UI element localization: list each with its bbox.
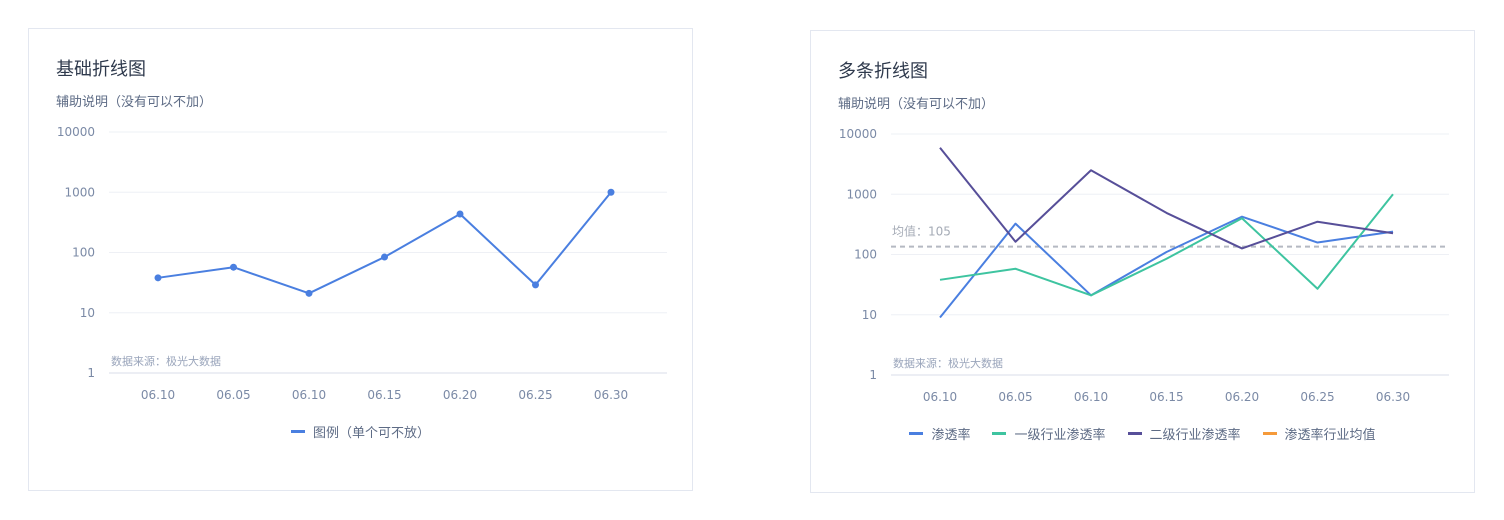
x-tick-label: 06.10 [923,390,957,404]
legend-label: 一级行业渗透率 [1014,428,1106,443]
x-tick-label: 06.15 [367,388,401,402]
chart-legend: 图例（单个可不放） [29,422,692,441]
legend-swatch-icon [1262,432,1277,435]
legend-label: 图例（单个可不放） [312,426,430,441]
x-tick-label: 06.10 [292,388,326,402]
legend-item[interactable]: 渗透率 [909,424,970,443]
y-tick-label: 100 [72,246,95,260]
data-point [532,281,539,289]
chart-plot: 1 10 100 1000 10000 06.10 06.05 06.10 06.15 06.20… [839,127,1449,404]
y-tick-label: 10000 [57,125,95,139]
x-tick-label: 06.20 [1225,390,1259,404]
y-tick-label: 1000 [846,187,877,201]
chart-subtitle: 辅助说明（没有可以不加） [838,97,995,112]
chart-plot: 1 10 100 1000 10000 06.10 06.05 06.10 06.15 06.20… [57,125,667,402]
legend-swatch-icon [290,430,305,433]
series-line [939,193,1394,297]
legend-label: 渗透率行业均值 [1284,428,1376,443]
legend-item[interactable]: 二级行业渗透率 [1127,424,1241,443]
legend-swatch-icon [992,432,1007,435]
x-tick-label: 06.20 [443,388,477,402]
legend-swatch-icon [909,432,924,435]
y-tick-label: 10000 [839,127,877,141]
data-point [230,263,237,271]
data-point [154,274,162,282]
x-tick-label: 06.15 [1149,390,1183,404]
y-tick-label: 100 [854,248,877,262]
y-tick-label: 1 [869,368,877,382]
mean-mark-label: 均值：105 [892,224,951,239]
chart-title: 基础折线图 [56,59,146,80]
x-tick-label: 06.05 [998,390,1032,404]
chart-legend: 渗透率 一级行业渗透率 二级行业渗透率 渗透率行业均值 [811,424,1474,443]
x-tick-label: 06.30 [1376,390,1410,404]
basic-line-chart-card: 基础折线图 辅助说明（没有可以不加） 1 10 100 1000 10000 06.10 0… [28,28,693,491]
legend-item[interactable]: 图例（单个可不放） [290,422,430,441]
data-point [381,253,388,261]
chart-subtitle: 辅助说明（没有可以不加） [56,95,213,110]
x-tick-label: 06.10 [1074,390,1108,404]
y-tick-label: 1 [87,366,95,380]
data-point [456,210,464,218]
legend-swatch-icon [1127,432,1142,435]
source-note: 数据来源：极光大数据 [893,356,1003,370]
x-tick-label: 06.30 [594,388,628,402]
source-note: 数据来源：极光大数据 [111,354,221,368]
legend-item[interactable]: 渗透率行业均值 [1262,424,1376,443]
series-line [939,147,1394,250]
multi-line-chart-card: 多条折线图 辅助说明（没有可以不加） 1 10 100 1000 10000 06.10 0… [810,30,1475,493]
legend-item[interactable]: 一级行业渗透率 [992,424,1106,443]
x-tick-label: 06.25 [518,388,552,402]
series-line [157,191,612,295]
x-tick-label: 06.25 [1300,390,1334,404]
data-point [607,188,615,196]
x-tick-label: 06.10 [141,388,175,402]
data-point [305,289,313,297]
series-line [939,215,1394,319]
y-tick-label: 1000 [64,185,95,199]
legend-label: 渗透率 [931,428,971,443]
x-tick-label: 06.05 [216,388,250,402]
y-tick-label: 10 [80,306,95,320]
y-tick-label: 10 [862,308,877,322]
chart-title: 多条折线图 [838,61,928,82]
legend-label: 二级行业渗透率 [1149,428,1241,443]
